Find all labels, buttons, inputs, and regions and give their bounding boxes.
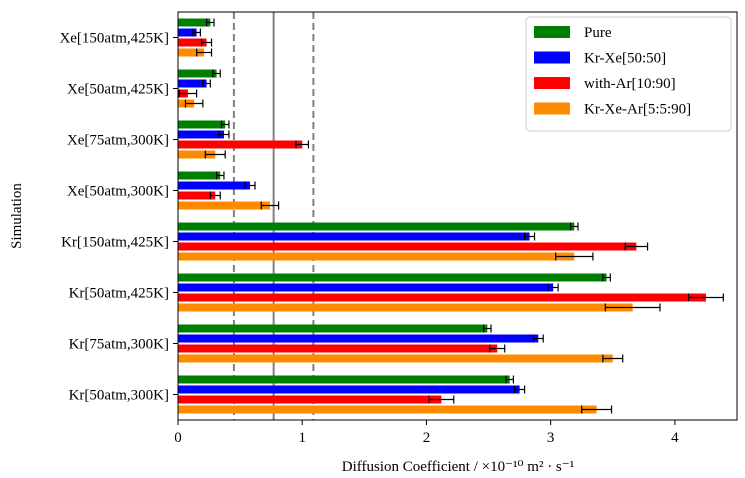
y-tick-label: Xe[50atm,425K]: [67, 82, 169, 98]
y-tick-label: Xe[150atm,425K]: [59, 31, 169, 47]
bar: [178, 191, 216, 200]
y-tick-label: Kr[150atm,425K]: [61, 235, 169, 251]
error-bars: [178, 18, 724, 414]
y-tick-label: Kr[75atm,300K]: [69, 337, 169, 353]
bar: [178, 375, 510, 384]
x-tick-label: 0: [174, 430, 182, 446]
bar: [178, 354, 613, 363]
bar: [178, 405, 597, 414]
legend-items: Pure Kr-Xe[50:50] with-Ar[10:90] Kr-Xe-Ar[5…: [534, 25, 691, 118]
legend-label: Pure: [584, 25, 612, 41]
legend-swatch: [534, 102, 570, 115]
legend-label: with-Ar[10:90]: [584, 76, 676, 92]
bar: [178, 283, 554, 292]
bar: [178, 171, 221, 180]
x-axis-title: Diffusion Coefficient / ×10⁻¹⁰ m² · s⁻¹: [342, 459, 574, 475]
legend-swatch: [534, 51, 570, 64]
bar: [178, 252, 575, 261]
bar: [178, 273, 607, 282]
legend-label: Kr-Xe-Ar[5:5:90]: [584, 102, 691, 118]
y-tick-label: Kr[50atm,300K]: [69, 388, 169, 404]
bar: [178, 344, 498, 353]
x-tick-label: 3: [547, 430, 555, 446]
bar: [178, 395, 442, 404]
bar: [178, 79, 207, 88]
legend-frame: [525, 16, 732, 132]
y-tick-label: Xe[75atm,300K]: [67, 133, 169, 149]
bar: [178, 18, 211, 27]
legend-label: Kr-Xe[50:50]: [584, 51, 666, 67]
bar: [178, 324, 488, 333]
y-tick-label: Kr[50atm,425K]: [69, 286, 169, 302]
bar: [178, 222, 575, 231]
legend: Pure Kr-Xe[50:50] with-Ar[10:90] Kr-Xe-Ar[5…: [525, 16, 732, 132]
bar: [178, 303, 633, 312]
bar: [178, 48, 205, 57]
plot-area-frame: [177, 11, 738, 421]
bar: [178, 181, 251, 190]
bar: [178, 69, 217, 78]
bar: [178, 120, 226, 129]
bar: [178, 38, 207, 47]
bar: [178, 385, 520, 394]
x-tick-label: 2: [423, 430, 431, 446]
bar: [178, 140, 303, 149]
y-axis-title: Simulation: [9, 183, 25, 249]
x-tick-label: 1: [298, 430, 306, 446]
bar: [178, 130, 224, 139]
bar: [178, 201, 270, 210]
axis-ticks: 0 1 2 3 4 Kr[50atm,300K] Kr[75atm,300K] Kr[50at…: [59, 31, 679, 447]
bar: [178, 28, 197, 37]
bar: [178, 334, 539, 343]
legend-swatch: [534, 77, 570, 89]
bar: [178, 150, 216, 159]
bar: [178, 293, 706, 302]
x-tick-label: 4: [671, 430, 679, 446]
legend-swatch: [534, 26, 570, 38]
y-tick-label: Xe[50atm,300K]: [67, 184, 169, 200]
bar: [178, 232, 530, 241]
bar: [178, 242, 637, 251]
